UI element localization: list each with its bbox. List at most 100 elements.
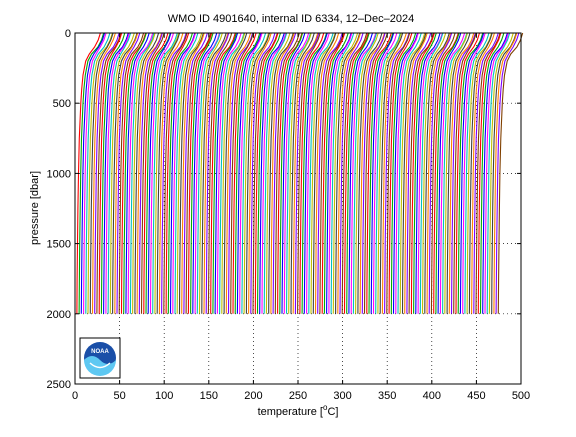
profile-line (198, 32, 223, 314)
profile-line (308, 32, 334, 314)
profile-line (80, 32, 106, 314)
profile-line (163, 32, 188, 314)
profile-line (430, 32, 456, 314)
profile-line (363, 32, 389, 314)
profile-line (165, 32, 190, 314)
x-tick-label: 100 (155, 390, 173, 402)
profile-line (136, 32, 163, 314)
profile-line (196, 32, 221, 314)
profile-line (450, 32, 476, 314)
profile-line (134, 32, 160, 314)
profile-line (317, 32, 343, 314)
x-tick-label: 450 (467, 390, 485, 402)
x-tick-label: 350 (378, 390, 396, 402)
profile-line (161, 32, 187, 314)
profile-line (392, 32, 419, 314)
chart-title: WMO ID 4901640, internal ID 6334, 12–Dec… (168, 13, 414, 25)
profile-line (428, 32, 453, 314)
profile-line (145, 32, 171, 314)
y-tick-label: 2500 (47, 379, 71, 391)
profile-line (381, 32, 407, 314)
profile-line (183, 32, 208, 314)
profile-line (484, 32, 509, 314)
profile-line (468, 32, 493, 314)
profile-line (85, 32, 111, 314)
profile-line (426, 32, 452, 314)
profile-line (486, 32, 511, 314)
profile-line (473, 32, 499, 314)
profile-line (303, 32, 328, 314)
profile-line (384, 32, 410, 314)
profile-line (285, 32, 312, 314)
profile-line (446, 32, 471, 314)
profile-line (279, 32, 304, 314)
profile-line (219, 32, 245, 314)
profile-line (127, 32, 154, 314)
profile-line (477, 32, 502, 314)
profile-line (332, 32, 359, 314)
profile-line (292, 32, 319, 314)
profile-line (390, 32, 417, 314)
x-tick-label: 400 (423, 390, 441, 402)
profile-line (479, 32, 505, 314)
profile-line (299, 32, 325, 314)
profile-line (415, 32, 441, 314)
profile-line (120, 32, 147, 314)
profile-line (397, 32, 422, 314)
profile-line (192, 32, 218, 314)
grid-lines (75, 33, 521, 384)
profile-line (352, 32, 378, 314)
profile-line (375, 32, 401, 314)
profile-line (250, 32, 276, 314)
profile-line (239, 32, 263, 314)
profile-line (459, 32, 485, 314)
profile-line (100, 32, 126, 314)
profile-line (404, 32, 428, 314)
profile-line (341, 32, 368, 314)
profile-line (312, 32, 337, 314)
profile-line (437, 32, 462, 314)
profile-line (118, 32, 145, 314)
profile-line (216, 32, 242, 314)
profile-line (413, 32, 437, 314)
profile-line (254, 32, 279, 314)
profile-line (270, 32, 295, 314)
profile-line (497, 32, 524, 314)
profile-lines (76, 32, 524, 314)
profile-line (462, 32, 486, 314)
profile-line (149, 32, 175, 314)
profile-line (350, 32, 377, 314)
x-axis-label-main: temperature [ (258, 406, 323, 418)
x-axis-label: temperature [oC] (258, 403, 339, 418)
profile-line (493, 32, 518, 314)
profile-line (444, 32, 469, 314)
profile-line (274, 32, 300, 314)
y-tick-label: 500 (53, 98, 71, 110)
profile-line (417, 32, 443, 314)
profile-line (203, 32, 229, 314)
profile-line (181, 32, 205, 314)
x-tick-label: 150 (200, 390, 218, 402)
profile-line (158, 32, 184, 314)
profile-line (424, 32, 450, 314)
profile-line (236, 32, 262, 314)
noaa-logo-text: NOAA (91, 349, 109, 355)
profile-line (435, 32, 460, 314)
y-axis-label: pressure [dbar] (29, 171, 41, 245)
profile-line (357, 32, 383, 314)
profile-line (156, 32, 181, 314)
profile-line (187, 32, 213, 314)
profile-line (448, 32, 475, 314)
profile-line (457, 32, 484, 314)
profile-line (348, 32, 374, 314)
profile-line (230, 32, 254, 314)
profile-line (105, 32, 130, 314)
y-tick-label: 0 (65, 28, 71, 40)
profile-line (395, 32, 419, 314)
x-tick-label: 300 (333, 390, 351, 402)
profile-line (194, 32, 221, 314)
profile-line (87, 32, 113, 314)
profile-line (281, 32, 306, 314)
y-tick-label: 1000 (47, 168, 71, 180)
profile-line (89, 32, 114, 314)
